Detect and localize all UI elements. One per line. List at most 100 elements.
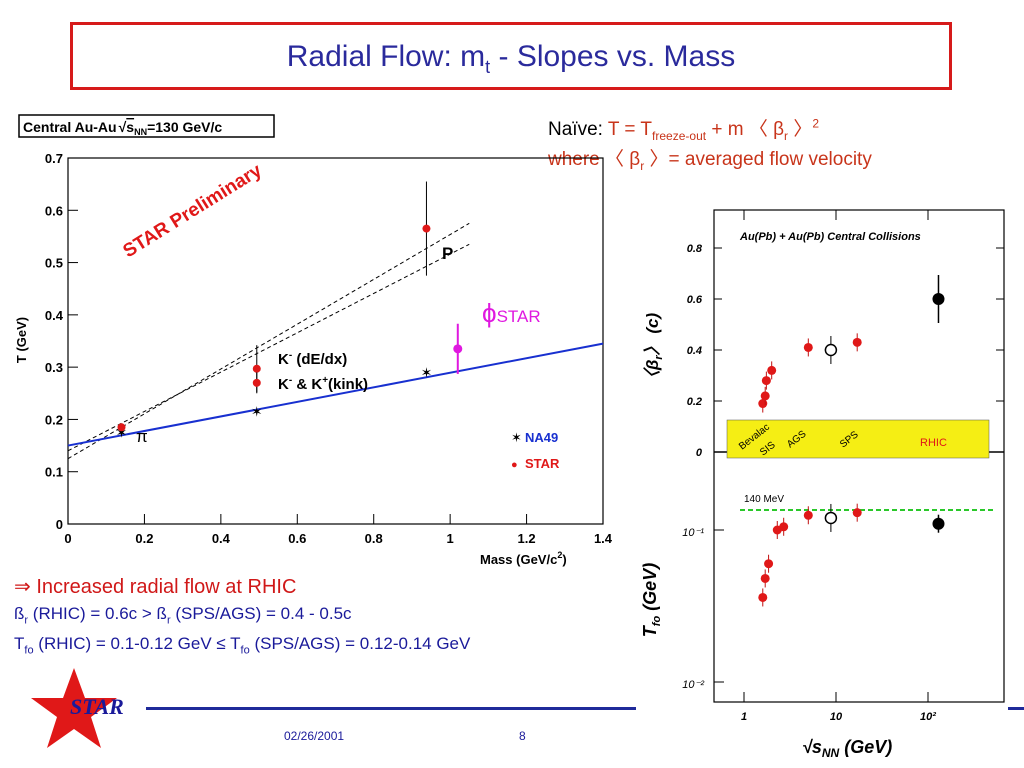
beta-y-tick-label: 0.2 xyxy=(687,396,702,408)
star-point xyxy=(252,364,261,373)
tfo-y-tick-label: 10⁻¹ xyxy=(682,527,704,539)
slide-title: Radial Flow: mt - Slopes vs. Mass xyxy=(70,22,952,90)
energy-points xyxy=(758,275,945,607)
ref-line-label: 140 MeV xyxy=(744,494,784,505)
chart-header-box xyxy=(18,114,275,138)
x-axis-label: Mass (GeV/c2) xyxy=(480,550,567,567)
tfo-red-point xyxy=(852,508,862,518)
footer-rule-right xyxy=(1008,707,1024,710)
title-sub: t xyxy=(485,57,491,77)
beta-y-tick-label: 0 xyxy=(696,447,703,459)
chart-header: Central Au-Au √sNN=130 GeV/c xyxy=(23,119,222,137)
beta-red-point xyxy=(803,342,813,352)
x-tick-label: 0.4 xyxy=(212,531,231,546)
tfo-open-point xyxy=(824,511,838,525)
naive-formula-sub2: r xyxy=(784,128,789,143)
beta-red-point xyxy=(758,399,768,409)
tfo-red-point xyxy=(764,559,774,569)
star-point xyxy=(252,378,261,387)
beta-y-tick-label: 0.6 xyxy=(687,294,703,306)
bullet-tfo: Tfo (RHIC) = 0.1-0.12 GeV ≤ Tfo (SPS/AGS… xyxy=(14,634,471,657)
kaon-dedx-label: K- (dE/dx) xyxy=(278,350,347,368)
y-tick-label: 0 xyxy=(56,517,63,532)
star-preliminary-watermark: STAR Preliminary xyxy=(120,160,266,262)
where-line: where 〈 βr 〉= averaged flow velocity xyxy=(548,144,872,173)
band-label-rhic: RHIC xyxy=(920,437,947,449)
star-point xyxy=(422,224,431,233)
x-tick-label: 1.4 xyxy=(594,531,613,546)
naive-formula-end: 〉 xyxy=(788,119,813,140)
tfo-red-point xyxy=(803,510,813,520)
kaon-kink-label: K- & K+(kink) xyxy=(278,375,368,393)
bullet-radial-flow: ⇒ Increased radial flow at RHIC xyxy=(14,576,297,598)
title-main: Radial Flow: m xyxy=(286,40,486,73)
beta-y-tick-label: 0.4 xyxy=(687,345,702,357)
naive-formula: Naïve: T = Tfreeze-out + m 〈 βr 〉2 xyxy=(548,114,819,143)
y-tick-label: 0.4 xyxy=(45,308,64,323)
na49-point: ✶ xyxy=(116,425,128,441)
energy-x-label: √sNN (GeV) xyxy=(802,737,892,760)
y-tick-label: 0.2 xyxy=(45,412,63,427)
x-tick-label: 1.2 xyxy=(518,531,536,546)
mass-chart: Central Au-Au √sNN=130 GeV/c 0 0.2 0.4 0.6 0.… xyxy=(14,114,613,567)
legend-na49: NA49 xyxy=(525,430,558,445)
pi-label: π xyxy=(136,427,148,446)
x-tick-label: 0.6 xyxy=(288,531,306,546)
left-axes: 0 0.2 0.4 0.6 0.8 1 1.2 1.4 0 0.1 0.2 0.3 0.4 0.5 0.6 0… xyxy=(45,151,613,546)
tfo-red-point xyxy=(758,592,768,602)
tfo-rhic-point xyxy=(932,517,945,530)
x-tick-label: 0.8 xyxy=(365,531,383,546)
x-tick-label: 1 xyxy=(447,531,454,546)
energy-x-tick-label: 10² xyxy=(920,711,936,723)
beta-rhic-point xyxy=(932,293,945,305)
energy-chart: Au(Pb) + Au(Pb) Central Collisions Beval… xyxy=(640,209,1005,760)
bullet-beta: ßr (RHIC) = 0.6c > ßr (SPS/AGS) = 0.4 - … xyxy=(14,604,352,627)
tfo-axis-label: Tfo (GeV) xyxy=(640,563,663,637)
data-points: ✶ ✶ ✶ xyxy=(116,181,463,441)
footer-rule xyxy=(146,707,636,710)
y-tick-label: 0.3 xyxy=(45,360,63,375)
plot-frame xyxy=(67,157,604,525)
star-logo-text: STAR xyxy=(70,694,124,719)
naive-label: Naïve: xyxy=(548,119,608,140)
na49-point: ✶ xyxy=(251,404,263,420)
fit-lines xyxy=(67,222,604,460)
beta-red-point xyxy=(767,365,777,375)
y-tick-label: 0.6 xyxy=(45,203,63,218)
beta-open-point xyxy=(824,343,838,357)
na49-point: ✶ xyxy=(421,364,433,380)
linear-fit-line xyxy=(67,342,604,447)
star-logo-icon xyxy=(31,668,117,748)
tfo-red-point xyxy=(779,522,789,532)
y-tick-label: 0.7 xyxy=(45,151,63,166)
naive-formula-sub: freeze-out xyxy=(652,128,707,143)
y-axis-label: T (GeV) xyxy=(14,317,29,363)
legend-na49-marker: ✶ xyxy=(511,430,522,445)
tfo-y-tick-label: 10⁻² xyxy=(682,679,704,691)
accelerator-band xyxy=(726,419,990,459)
beta-red-point xyxy=(761,376,771,386)
legend-star-marker: ● xyxy=(511,459,518,471)
y-tick-label: 0.1 xyxy=(45,465,63,480)
energy-title: Au(Pb) + Au(Pb) Central Collisions xyxy=(739,231,921,243)
star-point xyxy=(117,423,126,432)
naive-formula-a: T = T xyxy=(607,119,653,140)
dashed-flow-line xyxy=(67,222,470,460)
energy-axes: 0 0.2 0.4 0.6 0.8 10⁻¹ 10⁻² 1 10 10² xyxy=(682,210,1004,723)
beta-red-point xyxy=(852,337,862,347)
dashed-flow-line xyxy=(67,243,470,452)
x-tick-label: 0.2 xyxy=(135,531,153,546)
proton-label: P xyxy=(442,244,453,263)
footer-date: 02/26/2001 xyxy=(284,729,345,743)
phi-star-label: ϕSTAR xyxy=(482,298,541,328)
legend-star: STAR xyxy=(525,456,560,471)
title-rest: - Slopes vs. Mass xyxy=(490,40,736,73)
energy-x-tick-label: 10 xyxy=(830,711,843,723)
where-rest: 〉= averaged flow velocity xyxy=(644,149,872,170)
naive-formula-b: + m 〈 β xyxy=(706,119,785,140)
y-tick-label: 0.5 xyxy=(45,256,63,271)
energy-x-tick-label: 1 xyxy=(741,711,747,723)
beta-red-point xyxy=(760,391,770,401)
beta-y-tick-label: 0.8 xyxy=(687,243,703,255)
beta-axis-label: 〈βr〉 (c) xyxy=(643,312,665,387)
